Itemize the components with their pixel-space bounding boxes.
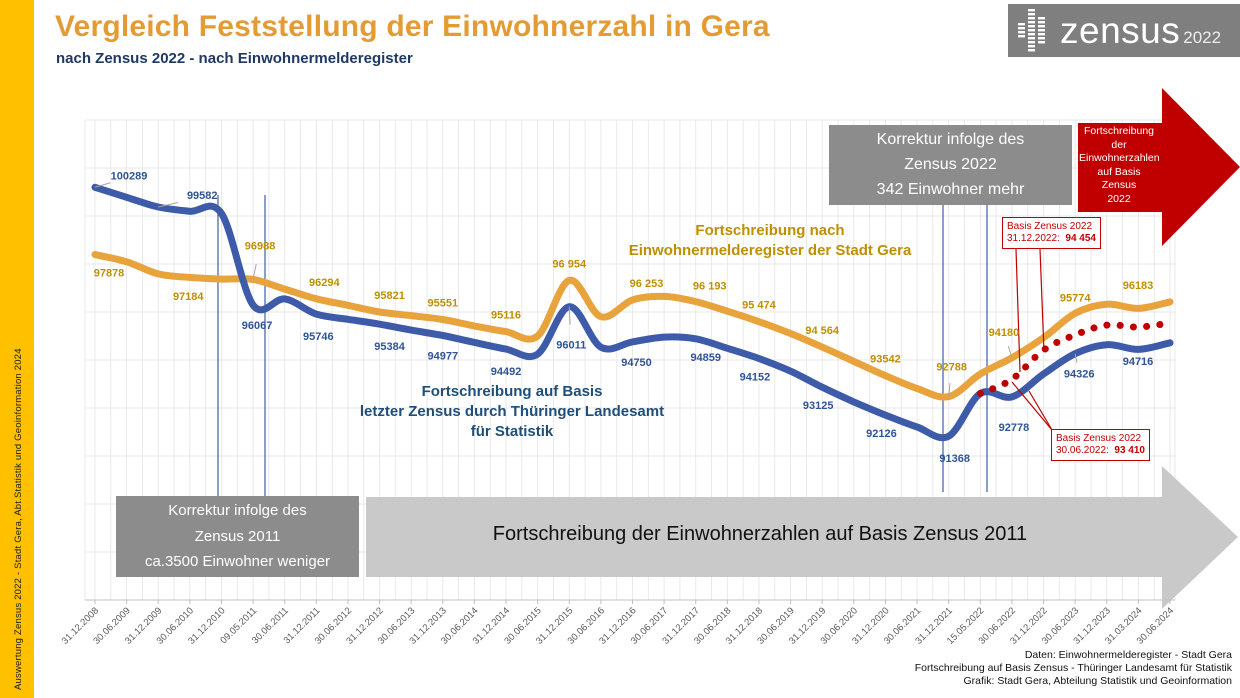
svg-text:94977: 94977 <box>427 351 458 363</box>
svg-text:95384: 95384 <box>374 341 405 353</box>
svg-text:94859: 94859 <box>690 352 721 364</box>
register-series-note: Fortschreibung nach Einwohnermelderegist… <box>628 222 912 259</box>
svg-text:95821: 95821 <box>374 290 405 302</box>
logo-word: zensus <box>1060 10 1181 51</box>
logo-year: 2022 <box>1183 27 1222 47</box>
svg-text:96 193: 96 193 <box>693 281 727 293</box>
landesamt-series-note: Fortschreibung auf Basis letzter Zensus … <box>359 383 665 440</box>
svg-text:96 954: 96 954 <box>552 258 587 270</box>
svg-text:100289: 100289 <box>111 170 148 182</box>
zensus-bars-icon <box>1018 8 1045 51</box>
page-subtitle: nach Zensus 2022 - nach Einwohnermeldere… <box>56 50 413 67</box>
svg-text:92788: 92788 <box>936 362 967 374</box>
svg-text:95 474: 95 474 <box>742 300 777 312</box>
svg-text:96294: 96294 <box>309 277 340 289</box>
svg-text:94326: 94326 <box>1064 369 1095 381</box>
svg-text:96067: 96067 <box>242 320 273 332</box>
series-line-landesamt <box>91 183 1174 442</box>
x-axis <box>85 599 1175 604</box>
correction-box-zensus-2022: Korrektur infolge des Zensus 2022 342 Ei… <box>829 125 1072 205</box>
svg-text:93125: 93125 <box>803 400 834 412</box>
svg-text:95551: 95551 <box>427 298 458 310</box>
svg-text:95116: 95116 <box>491 310 521 322</box>
svg-text:91368: 91368 <box>939 453 970 465</box>
svg-text:97184: 97184 <box>173 291 204 303</box>
census-callout-dec-2022: Basis Zensus 2022 31.12.2022: 94 454 <box>1002 217 1101 249</box>
census-marker-lines <box>217 195 988 496</box>
svg-text:99582: 99582 <box>187 190 218 202</box>
svg-text:96 253: 96 253 <box>630 278 664 290</box>
svg-text:94750: 94750 <box>621 357 652 369</box>
svg-text:96011: 96011 <box>556 340 586 352</box>
svg-text:94180: 94180 <box>989 327 1020 339</box>
zensus-2022-logo: zensus 2022 <box>1008 4 1240 57</box>
svg-text:93542: 93542 <box>870 354 901 366</box>
x-axis-labels: 31.12.200830.06.200931.12.200930.06.2010… <box>60 605 1176 646</box>
chart-series <box>91 183 1174 442</box>
census-callout-jun-2022: Basis Zensus 2022 30.06.2022: 93 410 <box>1051 429 1150 461</box>
census-callout-leaders <box>1011 248 1053 431</box>
svg-text:94716: 94716 <box>1123 356 1154 368</box>
credit-sidebar: Auswertung Zensus 2022 - Stadt Gera, Abt… <box>0 0 34 698</box>
svg-text:95746: 95746 <box>303 331 334 343</box>
svg-text:94152: 94152 <box>740 372 771 384</box>
source-credits: Daten: Einwohnermelderegister - Stadt Ge… <box>914 649 1232 687</box>
value-labels: 97878 97184 96988 96294 95821 95551 95116 96 95… <box>94 170 1154 465</box>
svg-text:94492: 94492 <box>491 366 522 378</box>
svg-text:97878: 97878 <box>94 268 125 280</box>
gray-arrow-zensus-2011 <box>366 466 1238 609</box>
svg-text:95774: 95774 <box>1060 292 1091 304</box>
red-arrow-caption: Fortschreibung der Einwohnerzahlen auf B… <box>1079 125 1160 205</box>
red-arrow-zensus-2022 <box>1078 88 1240 246</box>
gray-arrow-caption: Fortschreibung der Einwohnerzahlen auf B… <box>492 523 1028 545</box>
credit-sidebar-text: Auswertung Zensus 2022 - Stadt Gera, Abt… <box>13 348 24 690</box>
svg-text:92126: 92126 <box>866 428 897 440</box>
svg-text:92778: 92778 <box>999 422 1030 434</box>
svg-text:96183: 96183 <box>1123 280 1154 292</box>
svg-text:94 564: 94 564 <box>805 325 840 337</box>
page-title: Vergleich Feststellung der Einwohnerzahl… <box>55 10 770 43</box>
series-line-melderegister <box>91 251 1174 401</box>
svg-text:96988: 96988 <box>245 240 276 252</box>
correction-box-zensus-2011: Korrektur infolge des Zensus 2011 ca.350… <box>116 496 359 577</box>
